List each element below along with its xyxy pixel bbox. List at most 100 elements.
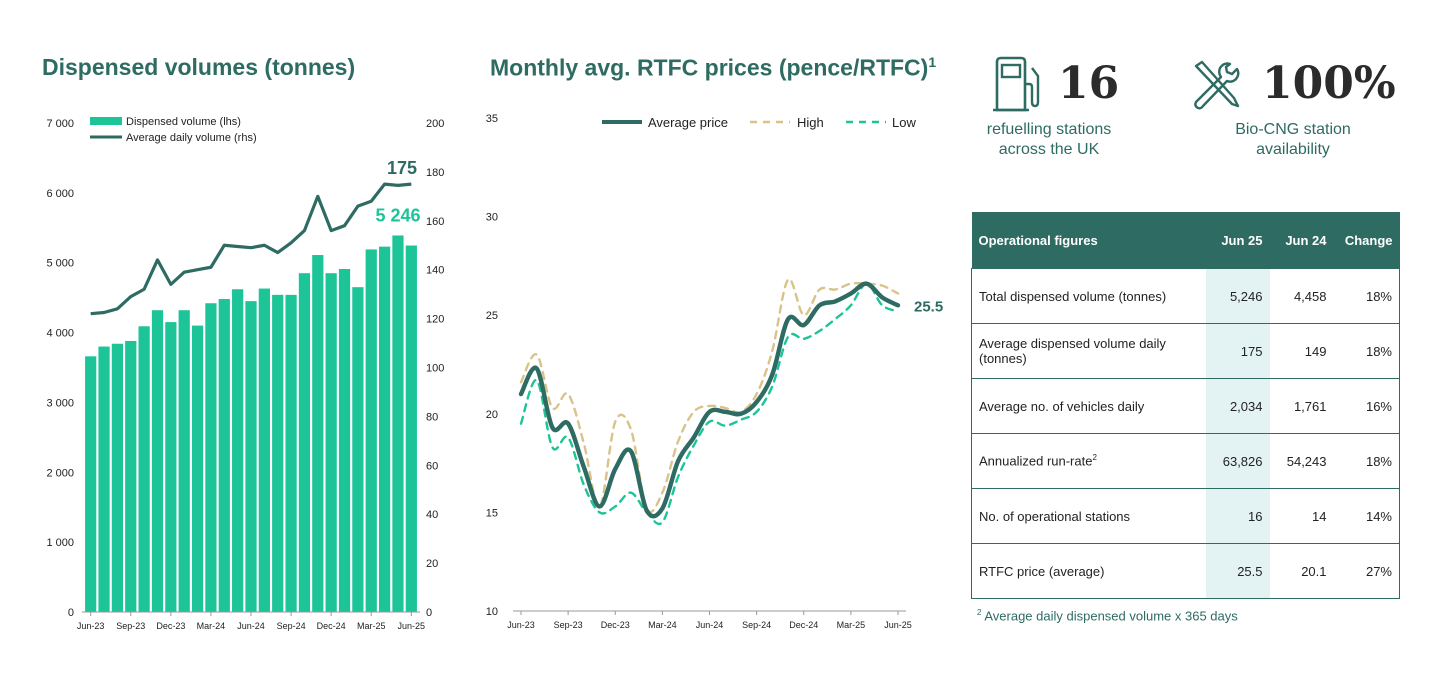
series-line-high <box>519 278 900 514</box>
y-left-tick-label: 7 000 <box>46 118 74 130</box>
table-cell-jun24: 4,458 <box>1269 268 1334 324</box>
table-cell-label-text: Annualized run-rate <box>979 453 1093 469</box>
table-cell-jun25-text: 63,826 <box>1222 453 1263 469</box>
volume-bar <box>325 273 337 612</box>
y-tick-label: 10 <box>486 606 498 618</box>
volume-bar <box>151 310 164 612</box>
y-right-tick-label: 80 <box>426 411 438 423</box>
fuel-pump-icon <box>993 56 1040 112</box>
table-cell-change: 16% <box>1333 378 1400 434</box>
x-tick-label: Sep-23 <box>116 621 145 631</box>
volume-bar <box>165 322 177 612</box>
volume-bar <box>392 235 404 612</box>
x-tick-label: Dec-23 <box>156 621 185 631</box>
table-row: Annualized run-rate2 63,826 54,243 18% <box>971 433 1400 489</box>
y-left-tick-label: 2 000 <box>46 467 74 479</box>
table-cell-change: 14% <box>1333 488 1400 544</box>
y-left-tick-label: 5 000 <box>46 258 74 270</box>
table-cell-jun25: 25.5 <box>1205 543 1270 599</box>
table-cell-change: 27% <box>1333 543 1400 599</box>
middle-chart-title: Monthly avg. RTFC prices (pence/RTFC)1 <box>490 54 936 82</box>
table-cell-label: Average dispensed volume daily (tonnes) <box>971 323 1206 379</box>
volume-bar <box>298 273 311 612</box>
left-chart-title: Dispensed volumes (tonnes) <box>42 54 356 80</box>
x-tick-label: Mar-25 <box>837 620 866 630</box>
y-left-tick-label: 6 000 <box>46 188 74 200</box>
table-header-row: Operational figures Jun 25 Jun 24 Change <box>971 212 1400 269</box>
table-header-jun25: Jun 25 <box>1205 212 1270 269</box>
kpi-stations-caption-line1: refuelling stations <box>986 121 1112 138</box>
table-cell-change-text: 18% <box>1365 343 1392 359</box>
table-cell-change-text: 16% <box>1365 398 1392 414</box>
table-row: No. of operational stations 16 14 14% <box>971 488 1400 544</box>
middle-chart-title-footnote: 1 <box>928 54 937 70</box>
table-cell-label-text: No. of operational stations <box>979 508 1131 524</box>
table-cell-label: Annualized run-rate2 <box>971 433 1206 489</box>
y-left-tick-label: 1 000 <box>46 537 74 549</box>
table-cell-jun25-text: 25.5 <box>1237 563 1263 579</box>
x-tick-label: Jun-25 <box>884 620 912 630</box>
volume-bar <box>405 245 417 613</box>
table-cell-label: RTFC price (average) <box>971 543 1206 599</box>
table-cell-change-text: 27% <box>1365 563 1392 579</box>
kpi-stations-caption: refuelling stations across the UK <box>939 120 1159 160</box>
table-cell-label: Average no. of vehicles daily <box>971 378 1206 434</box>
y-tick-label: 25 <box>486 310 498 322</box>
volume-bar <box>138 326 150 612</box>
y-right-tick-label: 140 <box>426 265 444 277</box>
volume-bar <box>338 269 351 612</box>
y-left-tick-label: 3 000 <box>46 397 74 409</box>
table-cell-jun25: 2,034 <box>1205 378 1270 434</box>
legend-high-label: High <box>797 115 824 130</box>
average-daily-volume-line <box>90 182 412 316</box>
volume-bar <box>285 294 297 612</box>
x-tick-label: Sep-23 <box>554 620 583 630</box>
x-tick-label: Mar-24 <box>648 620 677 630</box>
y-right-tick-label: 60 <box>426 460 438 472</box>
table-row: Total dispensed volume (tonnes) 5,246 4,45… <box>971 268 1400 324</box>
y-tick-label: 30 <box>486 212 498 224</box>
table-cell-jun24: 20.1 <box>1269 543 1334 599</box>
table-cell-jun25: 16 <box>1205 488 1270 544</box>
table-cell-jun24-text: 4,458 <box>1293 288 1327 304</box>
table-cell-jun24: 149 <box>1269 323 1334 379</box>
table-cell-jun25: 63,826 <box>1205 433 1270 489</box>
y-tick-label: 15 <box>486 507 498 519</box>
y-right-tick-label: 200 <box>426 118 444 130</box>
y-right-tick-label: 120 <box>426 314 444 326</box>
dispensed-volumes-chart: 0 1 000 2 000 3 000 4 000 5 000 6 000 7 000 0 20 4… <box>46 116 444 631</box>
volume-bar <box>352 287 364 612</box>
middle-chart-title-text: Monthly avg. RTFC prices (pence/RTFC) <box>490 54 929 81</box>
table-cell-label-text: Average dispensed volume daily (tonnes) <box>979 336 1166 366</box>
volume-bar <box>272 294 284 612</box>
volume-bar <box>218 299 230 612</box>
table-cell-change-text: 14% <box>1365 508 1392 524</box>
series-line-average-price <box>518 281 901 519</box>
volume-bar <box>125 340 137 612</box>
y-right-tick-label: 180 <box>426 167 444 179</box>
table-footnote: 2 Average daily dispensed volume x 365 d… <box>977 608 1238 623</box>
y-left-tick-label: 4 000 <box>46 328 74 340</box>
kpi-availability-caption-line1: Bio-CNG station <box>1235 121 1351 138</box>
x-tick-label: Dec-23 <box>601 620 630 630</box>
legend-line-label: Average daily volume (rhs) <box>126 132 257 144</box>
x-tick-label: Dec-24 <box>317 621 346 631</box>
table-row: Average no. of vehicles daily 2,034 1,761 1… <box>971 378 1400 434</box>
kpi-stations-value: 16 <box>1058 58 1120 109</box>
table-cell-change: 18% <box>1333 323 1400 379</box>
x-tick-label: Dec-24 <box>789 620 818 630</box>
table-cell-jun24: 54,243 <box>1269 433 1334 489</box>
table-cell-change-text: 18% <box>1365 453 1392 469</box>
volume-bar <box>258 288 270 612</box>
y-left-tick-label: 0 <box>68 607 74 619</box>
table-cell-jun24: 1,761 <box>1269 378 1334 434</box>
volume-bar <box>85 356 97 612</box>
table-header-change: Change <box>1333 212 1400 269</box>
table-cell-jun25-text: 2,034 <box>1229 398 1263 414</box>
table-header-jun24: Jun 24 <box>1269 212 1334 269</box>
legend-low-label: Low <box>892 115 916 130</box>
table-cell-label: No. of operational stations <box>971 488 1206 544</box>
table-cell-jun24-text: 20.1 <box>1301 563 1327 579</box>
x-tick-label: Mar-25 <box>357 621 386 631</box>
tools-icon <box>1194 60 1240 110</box>
